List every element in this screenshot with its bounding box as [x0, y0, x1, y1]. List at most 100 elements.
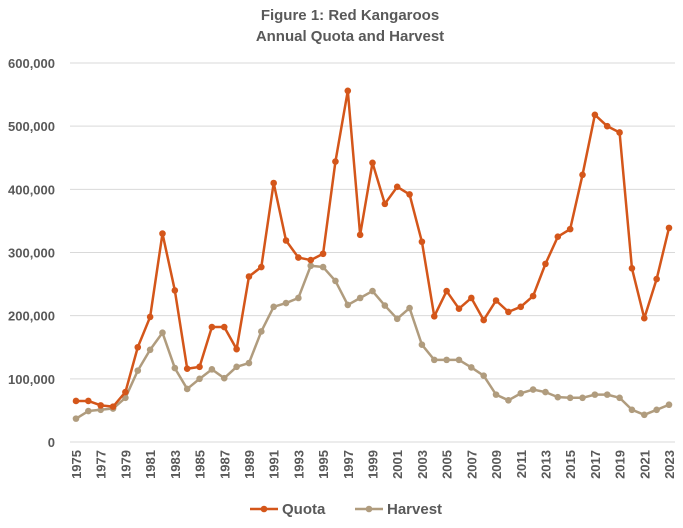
data-point — [554, 393, 562, 401]
x-tick-label: 1985 — [193, 450, 208, 479]
data-point — [616, 394, 623, 402]
data-point — [566, 394, 574, 402]
y-tick-label: 400,000 — [8, 182, 55, 197]
data-point — [109, 403, 117, 410]
data-point — [270, 179, 277, 187]
data-point — [443, 287, 450, 295]
data-point — [307, 256, 315, 264]
data-point — [554, 233, 562, 241]
data-point — [122, 394, 129, 402]
x-tick-label: 1983 — [168, 450, 183, 479]
data-point — [233, 345, 240, 353]
data-point — [665, 224, 673, 232]
data-point — [183, 385, 191, 393]
data-point — [159, 329, 166, 337]
data-point — [183, 365, 191, 373]
data-point — [245, 359, 253, 367]
data-point — [628, 264, 636, 272]
data-point — [171, 364, 179, 372]
data-point — [505, 308, 512, 316]
x-tick-label: 1979 — [118, 450, 133, 479]
data-point — [591, 391, 599, 398]
data-point — [529, 386, 537, 393]
data-point — [406, 191, 413, 198]
data-point — [430, 312, 438, 320]
y-tick-label: 0 — [48, 435, 55, 450]
data-point — [122, 388, 129, 396]
x-tick-label: 2013 — [538, 450, 553, 479]
data-point — [406, 304, 413, 312]
data-point — [356, 294, 364, 302]
data-point — [492, 391, 500, 398]
legend-item-quota: Quota — [250, 501, 326, 518]
x-tick-label: 2011 — [514, 450, 529, 478]
data-point — [208, 323, 216, 331]
data-point — [85, 397, 92, 405]
data-point — [468, 294, 475, 302]
data-point — [282, 299, 290, 307]
data-point — [579, 171, 586, 179]
x-tick-label: 2007 — [464, 450, 479, 479]
data-point — [393, 315, 401, 323]
data-point — [146, 346, 154, 354]
data-point — [295, 254, 302, 261]
data-point — [603, 391, 611, 398]
x-tick-label: 2019 — [613, 450, 628, 479]
x-tick-label: 1981 — [143, 450, 158, 479]
data-point — [430, 356, 438, 364]
data-point — [517, 390, 525, 397]
x-tick-label: 2015 — [563, 450, 578, 479]
x-tick-label: 1999 — [366, 450, 381, 479]
data-point — [134, 343, 142, 351]
data-point — [258, 328, 265, 335]
x-tick-label: 2017 — [588, 450, 603, 479]
series-harvest — [72, 262, 673, 422]
x-tick-label: 1977 — [94, 450, 109, 479]
data-point — [319, 250, 327, 258]
x-tick-label: 1987 — [217, 450, 232, 479]
data-point — [369, 159, 376, 167]
data-point — [665, 401, 673, 409]
data-point — [492, 297, 500, 304]
x-tick-label: 1991 — [267, 450, 282, 479]
data-point — [505, 397, 512, 404]
data-point — [344, 87, 352, 95]
data-point — [295, 294, 302, 302]
y-tick-label: 600,000 — [8, 56, 55, 71]
data-point — [134, 367, 142, 374]
data-point — [542, 388, 549, 396]
data-point — [517, 303, 525, 311]
x-tick-label: 2001 — [390, 450, 405, 479]
y-tick-label: 100,000 — [8, 372, 55, 387]
data-point — [196, 363, 203, 371]
data-point — [529, 292, 537, 300]
data-point — [468, 364, 475, 371]
x-tick-label: 1975 — [69, 450, 84, 479]
data-point — [381, 200, 389, 208]
chart-subtitle: Annual Quota and Harvest — [256, 28, 444, 45]
data-point — [85, 407, 92, 415]
y-tick-label: 200,000 — [8, 309, 55, 324]
data-point — [393, 183, 401, 191]
data-point — [344, 301, 352, 309]
data-point — [418, 341, 426, 349]
x-tick-label: 1995 — [316, 450, 331, 479]
data-point — [332, 277, 339, 285]
x-tick-label: 2021 — [637, 450, 652, 479]
data-point — [245, 273, 253, 280]
data-point — [97, 402, 105, 409]
data-point — [307, 262, 315, 270]
legend-label: Quota — [282, 501, 326, 518]
data-point — [640, 314, 648, 322]
series-quota — [72, 87, 673, 410]
data-point — [208, 366, 216, 373]
data-point — [159, 230, 166, 237]
data-point — [480, 372, 487, 379]
data-point — [418, 238, 426, 246]
data-point — [381, 302, 389, 309]
x-tick-label: 2005 — [440, 450, 455, 479]
data-point — [72, 397, 80, 405]
data-point — [455, 305, 463, 313]
data-point — [220, 323, 228, 331]
